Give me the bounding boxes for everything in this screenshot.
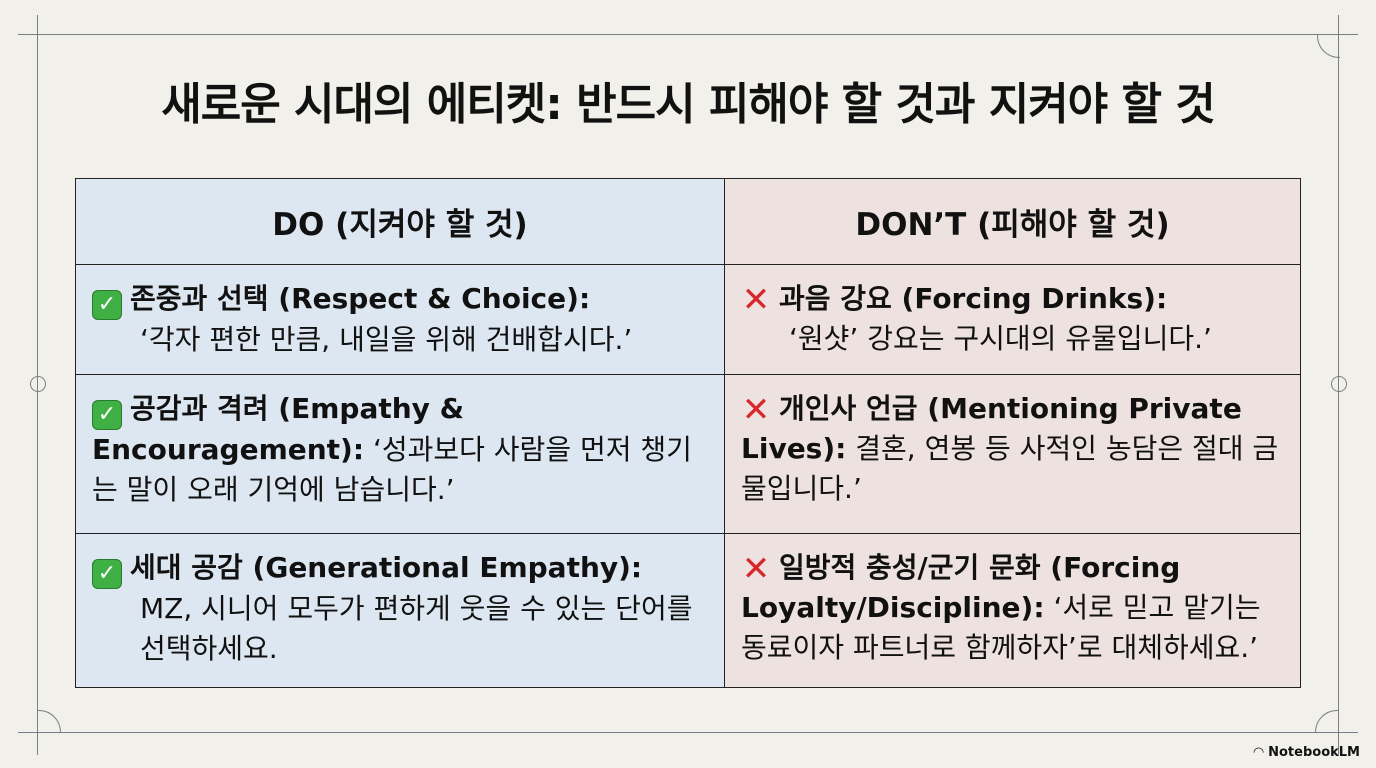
dont-cell: ✕ 일방적 충성/군기 문화 (Forcing Loyalty/Disciplin… xyxy=(724,532,1301,689)
dont-item-text: 결혼, 연봉 등 사적인 농담은 절대 금물입니다.’ xyxy=(741,431,1279,505)
dont-cell: ✕ 개인사 언급 (Mentioning Private Lives): 결혼, … xyxy=(724,373,1301,534)
do-cell: ✓ 공감과 격려 (Empathy & Encouragement): ‘성과보다… xyxy=(75,373,725,534)
page-title: 새로운 시대의 에티켓: 반드시 피해야 할 것과 지켜야 할 것 xyxy=(161,79,1216,130)
corner-arc xyxy=(1315,710,1338,733)
notebooklm-logo-icon: ◠ xyxy=(1253,745,1269,760)
do-dont-table: DO (지켜야 할 것) DON’T (피해야 할 것) ✓ 존중과 선택 (Re… xyxy=(75,178,1301,689)
table-row: ✓ 존중과 선택 (Respect & Choice): ‘각자 편한 만큼, 내일… xyxy=(75,263,1301,375)
dont-item-title: 과음 강요 (Forcing Drinks): xyxy=(779,281,1168,315)
corner-arc xyxy=(1317,35,1340,58)
do-item-text: ‘각자 편한 만큼, 내일을 위해 건배합시다.’ xyxy=(140,322,633,356)
dont-item-text: ‘서로 믿고 맡기는 동료이자 파트너로 함께하자’로 대체하세요.’ xyxy=(741,590,1261,664)
do-item-text: ‘성과보다 사람을 먼저 챙기는 말이 오래 기억에 남습니다.’ xyxy=(92,432,692,506)
dont-item-title: 일방적 충성/군기 문화 (Forcing Loyalty/Discipline… xyxy=(741,550,1181,624)
watermark-text: NotebookLM xyxy=(1268,745,1360,760)
dont-header: DON’T (피해야 할 것) xyxy=(724,178,1301,265)
do-cell: ✓ 존중과 선택 (Respect & Choice): ‘각자 편한 만큼, 내일… xyxy=(75,263,725,375)
notebooklm-watermark: ◠ NotebookLM xyxy=(1254,745,1360,760)
cross-mark-icon: ✕ xyxy=(741,389,771,430)
guide-line xyxy=(18,732,1358,733)
do-item-text: MZ, 시니어 모두가 편하게 웃을 수 있는 단어를 선택하세요. xyxy=(140,591,693,665)
do-item-title: 공감과 격려 (Empathy & Encouragement): xyxy=(92,391,465,466)
corner-arc xyxy=(38,710,61,733)
do-item-title: 존중과 선택 (Respect & Choice): xyxy=(130,281,591,315)
dont-cell: ✕ 과음 강요 (Forcing Drinks): ‘원샷’ 강요는 구시대의 유물… xyxy=(724,263,1301,375)
do-header: DO (지켜야 할 것) xyxy=(75,178,725,265)
table-row: ✓ 세대 공감 (Generational Empathy): MZ, 시니어 모두… xyxy=(75,532,1301,689)
dont-item-title: 개인사 언급 (Mentioning Private Lives): xyxy=(741,391,1242,465)
dont-item-text: ‘원샷’ 강요는 구시대의 유물입니다.’ xyxy=(789,321,1212,355)
table-row: ✓ 공감과 격려 (Empathy & Encouragement): ‘성과보다… xyxy=(75,373,1301,534)
check-mark-button-icon: ✓ xyxy=(92,399,122,430)
table-header-row: DO (지켜야 할 것) DON’T (피해야 할 것) xyxy=(75,178,1301,265)
check-mark-button-icon: ✓ xyxy=(92,289,122,320)
crosshair-mark xyxy=(1331,376,1347,392)
check-mark-button-icon: ✓ xyxy=(92,558,122,589)
do-cell: ✓ 세대 공감 (Generational Empathy): MZ, 시니어 모두… xyxy=(75,532,725,689)
cross-mark-icon: ✕ xyxy=(741,279,771,320)
cross-mark-icon: ✕ xyxy=(741,548,771,589)
guide-line xyxy=(18,34,1358,35)
crosshair-mark xyxy=(30,376,46,392)
do-item-title: 세대 공감 (Generational Empathy): xyxy=(130,550,643,584)
